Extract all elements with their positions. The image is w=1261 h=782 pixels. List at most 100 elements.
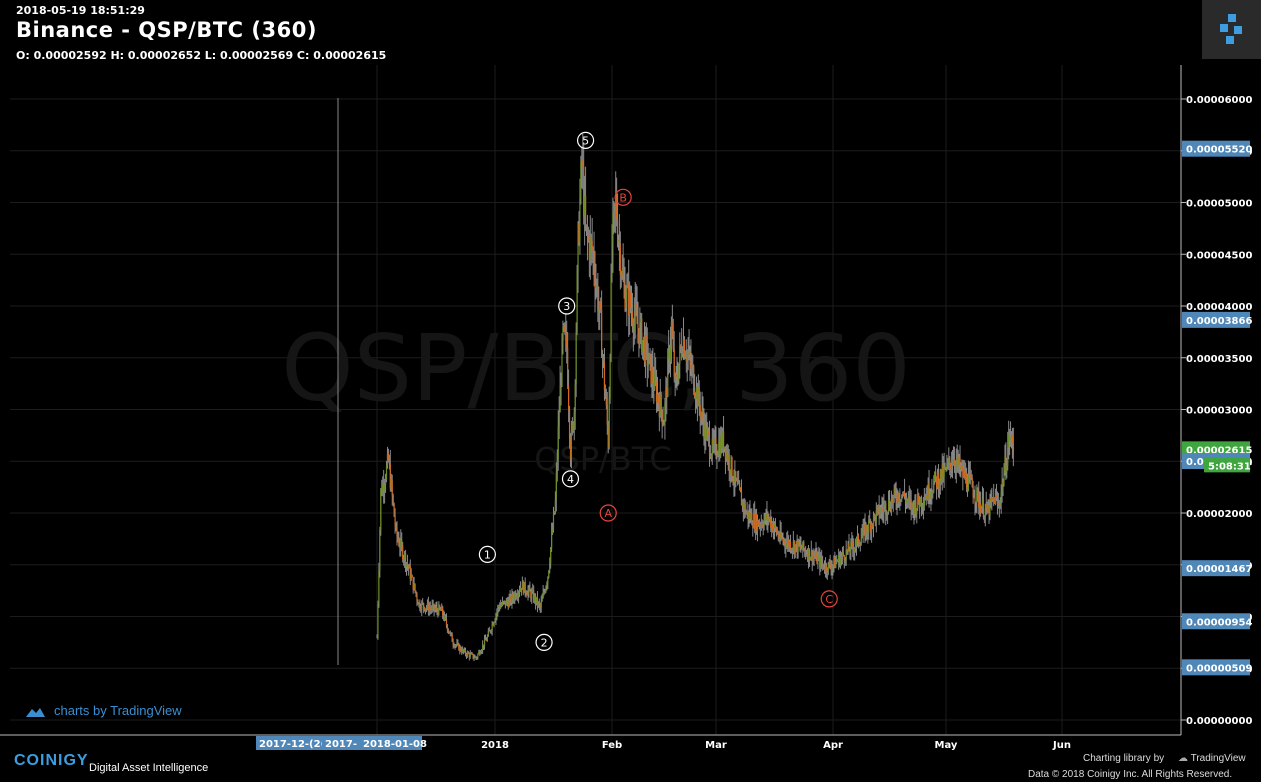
candle-body [473,657,475,659]
candle-body [593,251,595,272]
price-axis[interactable]: 0.000060000.000055000.000050000.00004500… [1181,95,1252,727]
time-axis[interactable]: 2018 Feb Mar Apr May Jun 2017-12-(2(2017- 2201… [256,736,1071,751]
candle-body [716,455,718,457]
candle-body [709,455,712,458]
candle-body [690,359,692,370]
candle-body [599,302,601,310]
candle-body [839,558,842,566]
coinigy-brand[interactable]: COINIGY [14,752,89,770]
candle-body [819,555,821,568]
candle-body [638,328,640,345]
candle-body [498,606,500,608]
candle-body [849,551,851,553]
candle-body [567,385,570,410]
candle-body [588,238,590,260]
candle-body [695,386,698,399]
candle-body [809,557,811,561]
candle-body [750,513,752,520]
candle-body [403,553,406,559]
coinigy-tagline: Digital Asset Intelligence [89,762,209,774]
candle-body [697,387,699,407]
candle-body [791,548,794,550]
price-level-label: 0.00005520 [1186,145,1252,156]
candle-body [968,473,970,475]
tradingview-watermark-link[interactable]: charts by TradingView [24,703,182,719]
candle-body [421,602,423,610]
candle-body [471,653,473,655]
price-tick-label: 0.00003500 [1186,354,1252,365]
candle-body [564,325,566,333]
wave-label-4: 4 [567,473,574,486]
candle-body [701,409,703,414]
wave-label-C: C [825,593,833,606]
candle-body [416,594,418,601]
candle-body [574,383,576,413]
candle-body [495,614,497,621]
candle-body [974,497,976,503]
candle-body [637,323,639,329]
candle-body [632,324,634,332]
price-level-badge [1182,659,1250,676]
candle-body [379,530,381,571]
candle-body [654,372,656,390]
candle-body [725,450,727,459]
candle-body [380,489,382,531]
candle-body [640,318,642,323]
candle-body [767,513,769,522]
candle-body [601,309,603,358]
candle-body [906,500,908,502]
candle-body [669,346,672,362]
wave-label-B: B [619,191,627,204]
candle-body [680,345,682,348]
candle-body [924,499,926,501]
candle-body [1010,434,1013,439]
countdown-badge [1204,457,1250,473]
candle-body [636,310,638,324]
candle-body [748,512,750,520]
candle-body [682,339,685,354]
candle-body [576,270,578,332]
candle-body [551,529,554,534]
coinigy-logo-icon[interactable] [1202,0,1261,59]
candle-body [491,623,493,631]
candle-body [817,557,819,564]
candle-body [635,303,637,311]
candle-body [813,556,815,558]
candle-body [538,602,540,605]
candle-body [881,507,883,510]
tradingview-brand-link[interactable]: ☁ TradingView [1178,753,1246,764]
candle-body [445,618,448,625]
candle-body [401,539,403,546]
candle-body [449,632,451,634]
candle-body [956,455,958,461]
candle-body [657,394,660,404]
candle-body [404,553,407,567]
candle-body [429,607,431,609]
candle-body [607,425,609,448]
candle-body [630,307,633,312]
candle-body [557,426,559,460]
candle-body [540,601,542,608]
candle-body [513,598,515,600]
candle-body [728,454,730,471]
candle-body [841,551,844,556]
time-cursor-label: 2017-12-(2( [259,739,325,750]
candle-body [603,361,606,390]
candle-body [853,547,855,552]
candle-body [759,524,761,527]
candle-body [1009,434,1011,440]
candle-body [878,505,880,517]
candle-body [419,602,421,609]
candle-body [707,430,710,435]
candle-body [499,606,501,609]
candle-body [780,530,782,538]
candle-body [533,590,535,601]
candle-body [795,541,797,545]
candle-body [812,556,814,562]
candle-body [877,505,879,507]
candle-body [562,327,564,340]
candle-body [1001,481,1003,492]
candle-body [377,603,379,638]
candle-body [1006,465,1008,473]
